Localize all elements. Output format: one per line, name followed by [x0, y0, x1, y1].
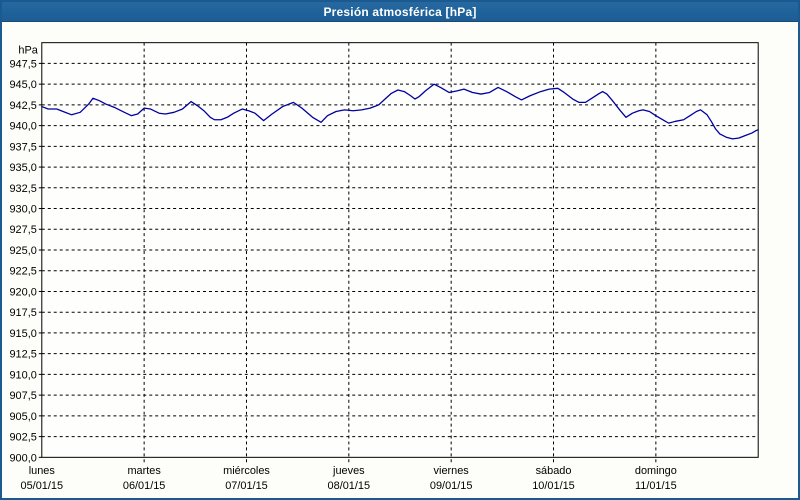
y-tick-label: 930,0: [9, 204, 36, 216]
y-tick-label: 935,0: [9, 162, 36, 174]
x-date-label: 09/01/15: [430, 480, 473, 492]
x-weekday-label: lunes: [29, 465, 56, 477]
chart-title-bar: Presión atmosférica [hPa]: [2, 2, 798, 22]
x-date-label: 05/01/15: [21, 480, 64, 492]
x-date-label: 06/01/15: [123, 480, 166, 492]
y-tick-label: 927,5: [9, 224, 36, 236]
y-tick-label: 937,5: [9, 141, 36, 153]
y-tick-label: 945,0: [9, 79, 36, 91]
y-tick-label: 922,5: [9, 266, 36, 278]
x-date-label: 10/01/15: [532, 480, 575, 492]
x-weekday-label: miércoles: [223, 465, 270, 477]
y-tick-label: 925,0: [9, 245, 36, 257]
y-tick-label: 920,0: [9, 286, 36, 298]
y-tick-label: 910,0: [9, 369, 36, 381]
y-tick-label: 907,5: [9, 390, 36, 402]
x-date-label: 07/01/15: [225, 480, 268, 492]
y-tick-label: 942,5: [9, 100, 36, 112]
y-tick-label: 947,5: [9, 58, 36, 70]
x-weekday-label: viernes: [434, 465, 470, 477]
pressure-line: [41, 83, 759, 140]
y-tick-label: 905,0: [9, 411, 36, 423]
chart-title: Presión atmosférica [hPa]: [323, 4, 477, 19]
y-tick-label: 940,0: [9, 121, 36, 133]
y-tick-label: 917,5: [9, 307, 36, 319]
x-weekday-label: jueves: [332, 465, 365, 477]
y-tick-label: 902,5: [9, 432, 36, 444]
y-tick-label: 912,5: [9, 349, 36, 361]
x-weekday-label: domingo: [635, 465, 677, 477]
y-tick-label: 915,0: [9, 328, 36, 340]
x-date-label: 08/01/15: [328, 480, 371, 492]
y-axis-unit-label: hPa: [18, 44, 38, 56]
x-weekday-label: martes: [127, 465, 161, 477]
x-weekday-label: sábado: [536, 465, 572, 477]
x-date-label: 11/01/15: [635, 480, 677, 492]
y-tick-label: 900,0: [9, 452, 36, 464]
y-tick-label: 932,5: [9, 183, 36, 195]
